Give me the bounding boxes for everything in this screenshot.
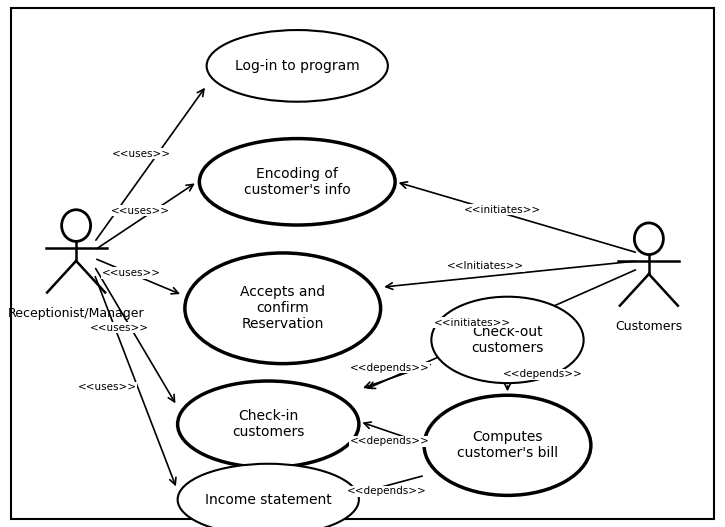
Text: <<depends>>: <<depends>> <box>349 436 429 446</box>
Text: <<uses>>: <<uses>> <box>78 383 137 392</box>
Text: Encoding of
customer's info: Encoding of customer's info <box>244 167 351 197</box>
Ellipse shape <box>431 297 584 383</box>
Text: Receptionist/Manager: Receptionist/Manager <box>8 307 144 320</box>
Text: <<initiates>>: <<initiates>> <box>464 205 541 214</box>
Text: <<uses>>: <<uses>> <box>102 268 161 278</box>
Text: <<initiates>>: <<initiates>> <box>434 318 510 327</box>
Ellipse shape <box>424 395 591 495</box>
Text: Check-out
customers: Check-out customers <box>471 325 544 355</box>
Ellipse shape <box>178 381 359 467</box>
Ellipse shape <box>207 30 388 102</box>
Text: <<uses>>: <<uses>> <box>110 206 170 216</box>
Text: <<depends>>: <<depends>> <box>350 363 430 373</box>
Text: Computes
customer's bill: Computes customer's bill <box>457 430 558 461</box>
Text: <<Initiates>>: <<Initiates>> <box>447 261 524 271</box>
Text: <<depends>>: <<depends>> <box>347 486 426 496</box>
Ellipse shape <box>185 253 381 364</box>
Ellipse shape <box>634 223 663 255</box>
Ellipse shape <box>178 464 359 527</box>
Text: Income statement: Income statement <box>205 493 331 506</box>
Text: Customers: Customers <box>616 320 682 333</box>
Text: <<uses>>: <<uses>> <box>90 323 149 333</box>
Text: <<uses>>: <<uses>> <box>112 149 171 159</box>
Text: Accepts and
confirm
Reservation: Accepts and confirm Reservation <box>240 285 326 331</box>
Text: Check-in
customers: Check-in customers <box>232 409 304 440</box>
Ellipse shape <box>62 210 91 241</box>
Ellipse shape <box>199 139 395 225</box>
Text: Log-in to program: Log-in to program <box>235 59 360 73</box>
Text: <<depends>>: <<depends>> <box>502 369 582 379</box>
